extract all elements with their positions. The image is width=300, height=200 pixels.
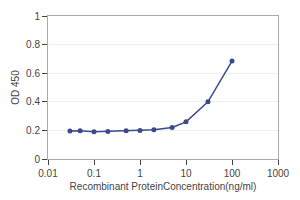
svg-text:0.4: 0.4: [26, 96, 40, 107]
svg-text:1000: 1000: [267, 168, 290, 179]
svg-text:0.8: 0.8: [26, 39, 40, 50]
svg-text:OD 450: OD 450: [10, 70, 21, 105]
svg-text:100: 100: [224, 168, 241, 179]
svg-text:10: 10: [180, 168, 192, 179]
svg-text:0.01: 0.01: [38, 168, 58, 179]
svg-text:0.1: 0.1: [87, 168, 101, 179]
svg-text:0.6: 0.6: [26, 68, 40, 79]
svg-text:Recombinant ProteinConcentrati: Recombinant ProteinConcentration(ng/ml): [70, 181, 257, 192]
svg-text:0: 0: [34, 154, 40, 165]
svg-text:0.2: 0.2: [26, 125, 40, 136]
svg-text:1: 1: [137, 168, 143, 179]
svg-text:1: 1: [34, 11, 40, 22]
